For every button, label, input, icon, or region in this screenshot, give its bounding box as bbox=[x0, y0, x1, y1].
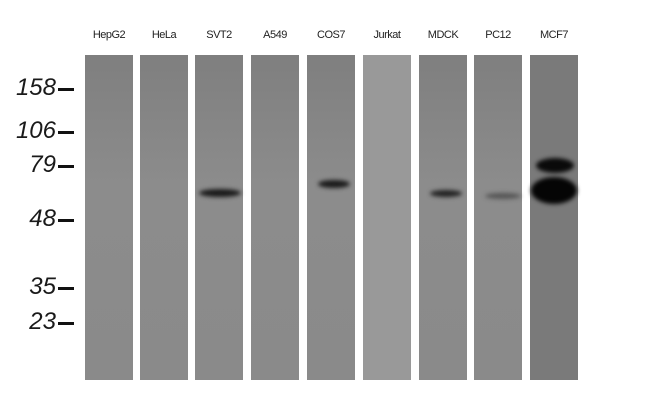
lane-mcf7 bbox=[530, 55, 578, 380]
lane-label-pc12: PC12 bbox=[485, 29, 511, 41]
lane-label-jurkat: Jurkat bbox=[373, 29, 401, 41]
lane-svt2 bbox=[195, 55, 243, 380]
lane-hela bbox=[140, 55, 188, 380]
marker-35: 35 bbox=[29, 273, 56, 300]
band-mdck bbox=[430, 190, 462, 197]
marker-tick bbox=[58, 287, 74, 290]
lane-mdck bbox=[419, 55, 467, 380]
marker-tick bbox=[58, 165, 74, 168]
lane-jurkat bbox=[363, 55, 411, 380]
marker-tick bbox=[58, 322, 74, 325]
band-cos7 bbox=[318, 180, 350, 188]
band-mcf7-lower bbox=[531, 177, 577, 204]
marker-48: 48 bbox=[29, 205, 56, 232]
lane-a549 bbox=[251, 55, 299, 380]
marker-158: 158 bbox=[15, 74, 56, 101]
lane-label-svt2: SVT2 bbox=[206, 29, 232, 41]
marker-106: 106 bbox=[15, 117, 56, 144]
lane-label-hela: HeLa bbox=[151, 29, 177, 41]
lane-label-mdck: MDCK bbox=[427, 29, 459, 41]
marker-tick bbox=[58, 88, 74, 91]
lane-label-hepg2: HepG2 bbox=[92, 29, 126, 41]
lane-pc12 bbox=[474, 55, 522, 380]
lane-cos7 bbox=[307, 55, 355, 380]
lane-label-mcf7: MCF7 bbox=[540, 29, 568, 41]
band-mcf7-upper bbox=[536, 158, 574, 173]
lane-hepg2 bbox=[85, 55, 133, 380]
lane-label-a549: A549 bbox=[263, 29, 287, 41]
marker-79: 79 bbox=[29, 151, 56, 178]
marker-23: 23 bbox=[29, 308, 56, 335]
band-pc12 bbox=[485, 193, 521, 199]
marker-tick bbox=[58, 131, 74, 134]
band-svt2 bbox=[199, 189, 241, 197]
lane-label-cos7: COS7 bbox=[317, 29, 345, 41]
marker-tick bbox=[58, 219, 74, 222]
